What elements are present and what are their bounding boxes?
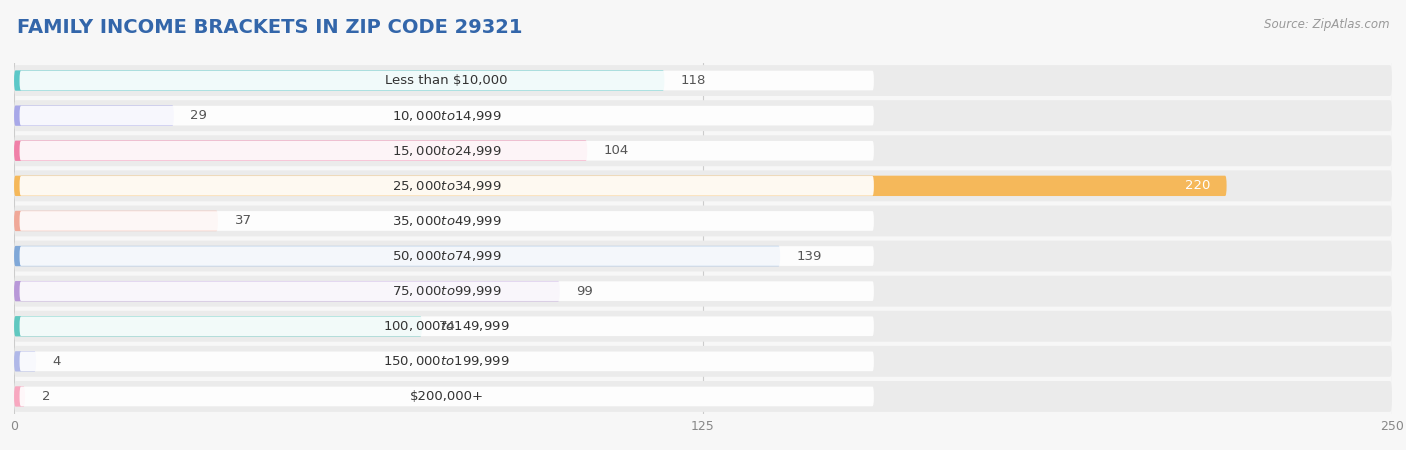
FancyBboxPatch shape [20, 176, 875, 196]
FancyBboxPatch shape [14, 65, 1392, 96]
Text: $10,000 to $14,999: $10,000 to $14,999 [392, 108, 502, 123]
FancyBboxPatch shape [20, 106, 875, 126]
FancyBboxPatch shape [14, 316, 422, 337]
Text: 99: 99 [576, 285, 593, 297]
Text: Source: ZipAtlas.com: Source: ZipAtlas.com [1264, 18, 1389, 31]
FancyBboxPatch shape [14, 351, 37, 372]
Text: $15,000 to $24,999: $15,000 to $24,999 [392, 144, 502, 158]
FancyBboxPatch shape [14, 171, 1392, 201]
FancyBboxPatch shape [14, 140, 588, 161]
FancyBboxPatch shape [14, 246, 780, 266]
FancyBboxPatch shape [14, 386, 25, 407]
Text: $200,000+: $200,000+ [409, 390, 484, 403]
Text: 2: 2 [42, 390, 51, 403]
Text: $25,000 to $34,999: $25,000 to $34,999 [392, 179, 502, 193]
FancyBboxPatch shape [14, 281, 560, 302]
FancyBboxPatch shape [14, 381, 1392, 412]
Text: FAMILY INCOME BRACKETS IN ZIP CODE 29321: FAMILY INCOME BRACKETS IN ZIP CODE 29321 [17, 18, 523, 37]
Text: 4: 4 [52, 355, 60, 368]
Text: 104: 104 [603, 144, 628, 157]
FancyBboxPatch shape [14, 211, 218, 231]
FancyBboxPatch shape [20, 316, 875, 336]
FancyBboxPatch shape [20, 387, 875, 406]
FancyBboxPatch shape [20, 211, 875, 231]
FancyBboxPatch shape [20, 246, 875, 266]
FancyBboxPatch shape [14, 311, 1392, 342]
Text: 29: 29 [190, 109, 207, 122]
Text: $35,000 to $49,999: $35,000 to $49,999 [392, 214, 502, 228]
FancyBboxPatch shape [14, 100, 1392, 131]
FancyBboxPatch shape [14, 105, 174, 126]
FancyBboxPatch shape [20, 281, 875, 301]
Text: $150,000 to $199,999: $150,000 to $199,999 [384, 354, 510, 369]
Text: $50,000 to $74,999: $50,000 to $74,999 [392, 249, 502, 263]
Text: $100,000 to $149,999: $100,000 to $149,999 [384, 319, 510, 333]
FancyBboxPatch shape [14, 176, 1226, 196]
FancyBboxPatch shape [14, 70, 665, 91]
FancyBboxPatch shape [20, 71, 875, 90]
Text: 139: 139 [797, 250, 823, 262]
FancyBboxPatch shape [14, 206, 1392, 236]
FancyBboxPatch shape [20, 141, 875, 161]
Text: 118: 118 [681, 74, 706, 87]
FancyBboxPatch shape [14, 241, 1392, 271]
Text: $75,000 to $99,999: $75,000 to $99,999 [392, 284, 502, 298]
FancyBboxPatch shape [14, 346, 1392, 377]
FancyBboxPatch shape [20, 351, 875, 371]
FancyBboxPatch shape [14, 135, 1392, 166]
FancyBboxPatch shape [14, 276, 1392, 306]
Text: 220: 220 [1185, 180, 1211, 192]
Text: Less than $10,000: Less than $10,000 [385, 74, 508, 87]
Text: 74: 74 [439, 320, 456, 333]
Text: 37: 37 [235, 215, 252, 227]
